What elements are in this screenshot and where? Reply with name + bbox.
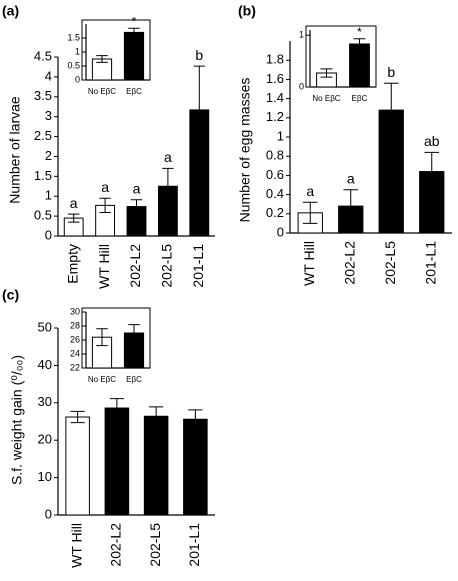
- error-bar: [343, 189, 359, 223]
- error-bar: [128, 27, 140, 38]
- error-bar: [96, 328, 108, 347]
- error-bar: [68, 213, 80, 223]
- x-tick-label: 202-L2: [108, 523, 124, 567]
- x-tick-label: 201-L1: [190, 244, 206, 288]
- error-bar: [162, 167, 174, 205]
- y-axis-label: Number of larvae: [7, 96, 23, 204]
- error-bar: [383, 82, 399, 138]
- y-tick-label: 24: [70, 348, 80, 358]
- x-tick-label: No EβC: [312, 94, 340, 103]
- error-bar: [320, 68, 333, 78]
- x-tick-label: EβC: [126, 87, 142, 96]
- error-bar: [130, 199, 143, 214]
- y-tick-label: 22: [70, 362, 80, 372]
- error-bar: [70, 410, 85, 424]
- significance-label: a: [133, 181, 141, 197]
- y-tick-label: 0.4: [266, 186, 284, 201]
- y-tick-label: 0.2: [266, 205, 284, 220]
- y-tick-label: 50: [38, 319, 52, 334]
- x-tick-label: No EβC: [88, 375, 116, 384]
- x-tick-label: Empty: [64, 244, 80, 284]
- y-tick-label: 1.5: [34, 168, 52, 183]
- y-tick-label: 10: [38, 469, 52, 484]
- y-tick-label: 4.5: [34, 48, 52, 63]
- y-tick-label: 40: [38, 357, 52, 372]
- x-tick-label: No EβC: [88, 87, 116, 96]
- x-tick-label: WT Hill: [301, 241, 317, 286]
- y-tick-label: 20: [38, 432, 52, 447]
- panel-label: (a): [2, 3, 19, 19]
- significance-label: a: [70, 195, 78, 211]
- y-tick-label: 0.8: [266, 148, 284, 163]
- x-tick-label: 201-L1: [422, 241, 438, 285]
- y-tick-label: 1.5: [67, 32, 80, 42]
- y-tick-label: 1.2: [266, 109, 284, 124]
- y-tick-label: 1.8: [266, 52, 284, 67]
- error-bar: [128, 324, 140, 342]
- y-tick-label: 0: [75, 74, 80, 84]
- y-tick-label: 3: [45, 108, 52, 123]
- y-tick-label: 0.5: [67, 60, 80, 70]
- x-tick-label: 202-L2: [127, 244, 143, 288]
- error-bar: [424, 151, 440, 192]
- x-tick-label: 202-L5: [382, 241, 398, 285]
- panel-label: (c): [2, 287, 19, 303]
- y-tick-label: 30: [70, 306, 80, 316]
- y-tick-label: 1: [277, 128, 284, 143]
- error-bar: [188, 409, 203, 430]
- panel-label: (b): [238, 3, 256, 19]
- y-tick-label: 0: [299, 81, 304, 91]
- y-tick-label: 1: [75, 46, 80, 56]
- bar: [65, 416, 90, 516]
- x-tick-label: 202-L2: [341, 241, 357, 285]
- significance-label: a: [101, 179, 109, 195]
- significance-label: b: [387, 64, 395, 80]
- x-tick-label: 202-L5: [159, 244, 175, 288]
- y-tick-label: 1: [299, 30, 304, 40]
- error-bar: [353, 38, 366, 50]
- y-tick-label: 2: [45, 148, 52, 163]
- significance-label: a: [164, 149, 172, 165]
- x-tick-label: EβC: [126, 375, 142, 384]
- y-tick-label: 4: [45, 68, 52, 83]
- x-tick-label: EβC: [352, 94, 368, 103]
- significance-label: ab: [424, 133, 440, 149]
- error-bar: [193, 65, 205, 155]
- y-tick-label: 1.4: [266, 90, 284, 105]
- y-tick-label: 0: [45, 227, 52, 242]
- y-tick-label: 1.6: [266, 71, 284, 86]
- y-tick-label: 0: [277, 224, 284, 239]
- x-tick-label: 202-L5: [147, 523, 163, 567]
- significance-label: a: [306, 183, 314, 199]
- significance-label: b: [195, 47, 203, 63]
- x-tick-label: WT Hill: [68, 523, 84, 568]
- bar: [104, 407, 130, 516]
- bar: [349, 43, 370, 88]
- y-tick-label: 2.5: [34, 128, 52, 143]
- bar: [143, 415, 169, 516]
- y-tick-label: 28: [70, 320, 80, 330]
- bar: [123, 31, 145, 81]
- y-tick-label: 3.5: [34, 88, 52, 103]
- error-bar: [302, 201, 318, 224]
- error-bar: [96, 55, 108, 63]
- y-axis-label: Number of egg masses: [237, 78, 253, 223]
- y-tick-label: 0: [45, 506, 52, 521]
- y-tick-label: 0.5: [34, 208, 52, 223]
- error-bar: [99, 197, 111, 214]
- significance-label: a: [347, 171, 355, 187]
- x-tick-label: WT Hill: [96, 244, 112, 289]
- y-axis-label: S.f. weight gain (⁰/₀₀): [9, 355, 25, 485]
- significance-label: *: [357, 25, 362, 39]
- y-tick-label: 0.6: [266, 167, 284, 182]
- x-tick-label: 201-L1: [186, 523, 202, 567]
- y-tick-label: 1: [45, 188, 52, 203]
- error-bar: [149, 406, 164, 427]
- error-bar: [109, 398, 124, 418]
- y-tick-label: 30: [38, 394, 52, 409]
- significance-label: *: [132, 14, 137, 28]
- bar: [183, 418, 208, 516]
- y-tick-label: 26: [70, 334, 80, 344]
